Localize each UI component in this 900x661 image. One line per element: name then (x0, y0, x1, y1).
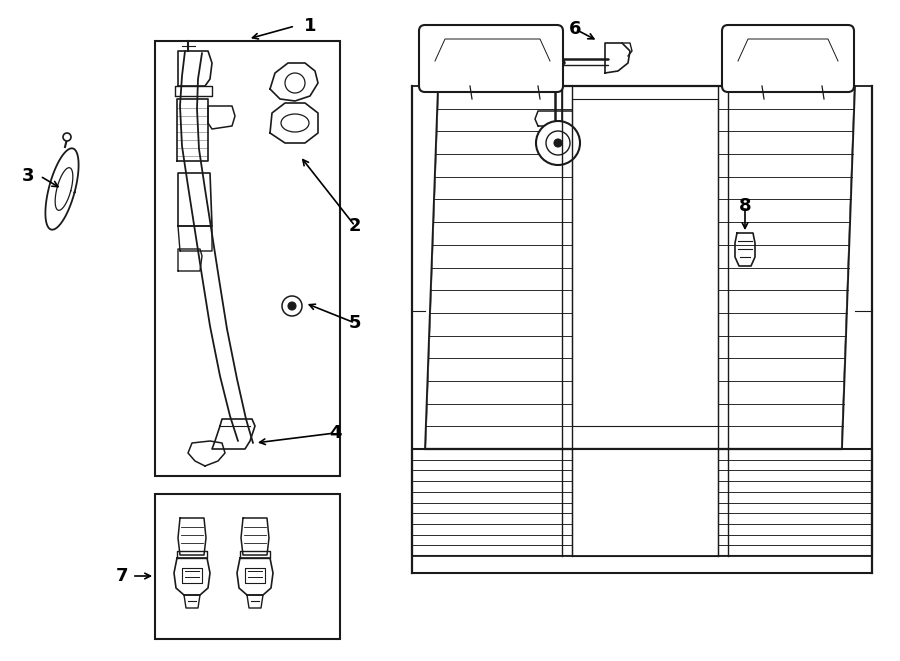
Polygon shape (178, 173, 212, 226)
Circle shape (554, 139, 562, 147)
FancyBboxPatch shape (722, 25, 854, 92)
Polygon shape (237, 558, 273, 595)
Polygon shape (212, 419, 255, 449)
Bar (572, 99, 718, 426)
Bar (155, 494, 340, 639)
Polygon shape (245, 568, 265, 583)
Polygon shape (178, 518, 206, 555)
Text: 1: 1 (304, 17, 316, 35)
Circle shape (536, 121, 580, 165)
Polygon shape (532, 49, 565, 71)
Polygon shape (240, 551, 270, 558)
Bar (572, 449, 718, 556)
Polygon shape (535, 111, 582, 126)
Text: 4: 4 (328, 424, 341, 442)
Polygon shape (177, 551, 207, 558)
Polygon shape (182, 568, 202, 583)
Polygon shape (270, 103, 318, 143)
Polygon shape (735, 233, 755, 266)
Polygon shape (174, 558, 210, 595)
Polygon shape (605, 43, 630, 73)
Polygon shape (177, 99, 208, 161)
Polygon shape (188, 441, 225, 466)
Polygon shape (178, 51, 212, 86)
Polygon shape (184, 595, 200, 608)
Text: 3: 3 (22, 167, 34, 185)
Polygon shape (175, 86, 212, 96)
FancyBboxPatch shape (419, 25, 563, 92)
Polygon shape (247, 595, 263, 608)
Polygon shape (270, 63, 318, 101)
Polygon shape (412, 86, 438, 449)
Polygon shape (55, 168, 73, 210)
Text: 6: 6 (569, 20, 581, 38)
Polygon shape (425, 86, 855, 449)
Text: 7: 7 (116, 567, 128, 585)
Polygon shape (178, 226, 212, 251)
Polygon shape (208, 106, 235, 129)
Circle shape (63, 133, 71, 141)
Polygon shape (241, 518, 269, 555)
Text: 8: 8 (739, 197, 752, 215)
Text: 2: 2 (349, 217, 361, 235)
Text: 5: 5 (349, 314, 361, 332)
Circle shape (288, 302, 296, 310)
Polygon shape (412, 449, 872, 556)
Polygon shape (842, 86, 872, 449)
Polygon shape (412, 556, 872, 573)
Bar (155, 41, 340, 476)
Polygon shape (45, 148, 78, 230)
Polygon shape (178, 249, 202, 271)
